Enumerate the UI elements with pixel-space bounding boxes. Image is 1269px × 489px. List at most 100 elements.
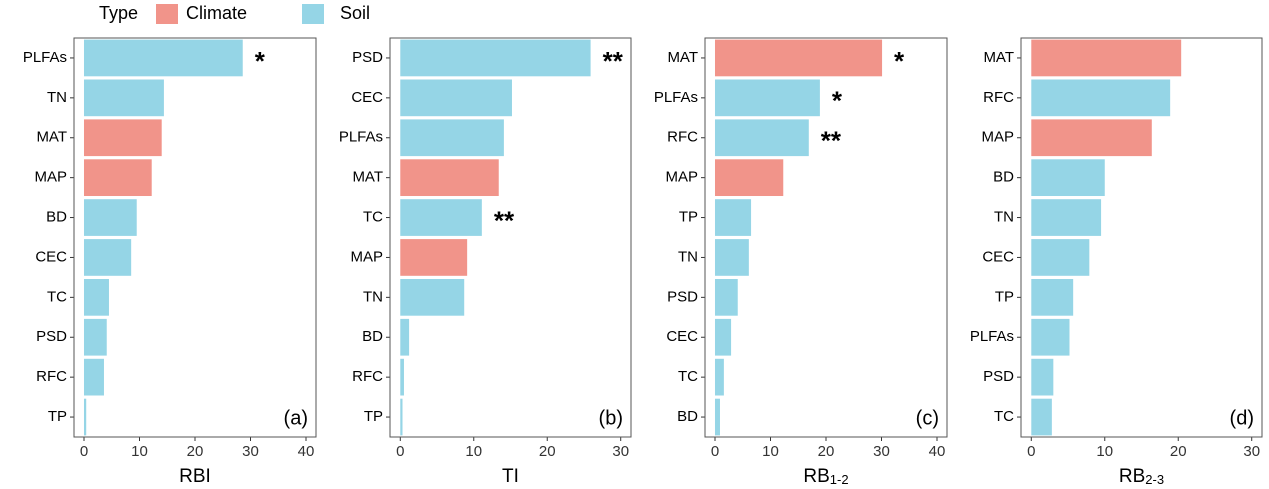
y-tick-label: TN xyxy=(363,288,383,305)
x-axis-label-sub: 2-3 xyxy=(1145,472,1164,487)
x-axis-label-main: RB xyxy=(803,466,829,487)
y-tick-label: CEC xyxy=(982,248,1014,265)
x-axis-label: TI xyxy=(502,466,519,487)
bar xyxy=(83,199,137,236)
y-tick-label: MAP xyxy=(981,129,1014,146)
bar xyxy=(714,278,738,316)
bar xyxy=(714,159,784,197)
y-tick-label: BD xyxy=(993,169,1014,186)
bar xyxy=(714,79,820,117)
x-axis-label: RB1-2 xyxy=(803,466,848,487)
y-tick-label: MAT xyxy=(352,169,383,186)
bar xyxy=(83,278,109,316)
y-tick-label: RFC xyxy=(36,368,67,385)
panel-label: (c) xyxy=(916,407,939,429)
y-tick-label: PLFAs xyxy=(654,89,698,106)
y-tick-label: PSD xyxy=(983,368,1014,385)
bar xyxy=(714,239,749,276)
x-axis-label-sub: 1-2 xyxy=(830,472,849,487)
x-tick-label: 30 xyxy=(612,443,629,460)
bar xyxy=(1031,199,1102,236)
y-tick-label: TC xyxy=(47,288,67,305)
x-tick-label: 40 xyxy=(298,443,315,460)
bar xyxy=(400,159,499,197)
bar xyxy=(400,278,465,316)
bar xyxy=(400,358,404,396)
x-tick-label: 0 xyxy=(396,443,404,460)
bar xyxy=(1031,119,1152,157)
x-axis-label-main: TI xyxy=(502,466,519,487)
y-tick-label: PSD xyxy=(36,328,67,345)
x-tick-label: 30 xyxy=(242,443,259,460)
x-tick-label: 20 xyxy=(818,443,835,460)
panel-border xyxy=(73,37,317,438)
x-axis-label-main: RBI xyxy=(179,466,211,487)
bar xyxy=(83,318,107,356)
bar xyxy=(400,199,482,236)
x-tick-label: 0 xyxy=(80,443,88,460)
panel-border xyxy=(1020,37,1263,438)
bar xyxy=(83,79,164,117)
y-tick-label: PLFAs xyxy=(23,49,67,66)
bar xyxy=(714,398,720,436)
x-tick-label: 20 xyxy=(539,443,556,460)
panel-label: (d) xyxy=(1230,407,1254,429)
y-tick-label: MAP xyxy=(350,248,383,265)
y-tick-label: PLFAs xyxy=(970,328,1014,345)
bar xyxy=(400,79,512,117)
significance: ** xyxy=(821,126,842,156)
y-tick-label: TC xyxy=(994,408,1014,425)
significance: ** xyxy=(603,46,624,76)
legend-swatch xyxy=(302,4,324,24)
bar xyxy=(1031,278,1074,316)
legend-label: Climate xyxy=(186,3,247,23)
x-axis-label: RB2-3 xyxy=(1119,466,1164,487)
bar xyxy=(1031,239,1090,276)
bar xyxy=(83,239,132,276)
y-tick-label: MAP xyxy=(34,169,67,186)
x-tick-label: 10 xyxy=(1096,443,1113,460)
significance: * xyxy=(832,86,843,116)
bar xyxy=(83,358,104,396)
bar xyxy=(400,39,591,77)
bar xyxy=(83,159,152,197)
x-tick-label: 0 xyxy=(1027,443,1035,460)
bar xyxy=(1031,159,1105,197)
y-tick-label: RFC xyxy=(667,129,698,146)
bar xyxy=(400,239,468,276)
y-tick-label: CEC xyxy=(35,248,67,265)
y-tick-label: TC xyxy=(363,209,383,226)
y-tick-label: TC xyxy=(678,368,698,385)
y-tick-label: BD xyxy=(362,328,383,345)
y-tick-label: CEC xyxy=(351,89,383,106)
y-tick-label: TP xyxy=(48,408,67,425)
significance: * xyxy=(255,46,266,76)
bar xyxy=(400,398,403,436)
y-tick-label: RFC xyxy=(352,368,383,385)
legend-title: Type xyxy=(99,3,138,23)
bar xyxy=(83,39,243,77)
panel-border xyxy=(704,37,948,438)
y-tick-label: TP xyxy=(364,408,383,425)
significance: * xyxy=(894,46,905,76)
panel-label: (b) xyxy=(599,407,623,429)
x-axis-label-main: RB xyxy=(1119,466,1145,487)
y-tick-label: TN xyxy=(678,248,698,265)
x-tick-label: 10 xyxy=(762,443,779,460)
y-tick-label: PSD xyxy=(667,288,698,305)
x-axis-label: RBI xyxy=(179,466,211,487)
x-tick-label: 30 xyxy=(873,443,890,460)
x-tick-label: 30 xyxy=(1243,443,1260,460)
bar xyxy=(400,119,504,157)
x-tick-label: 10 xyxy=(131,443,148,460)
y-tick-label: BD xyxy=(677,408,698,425)
x-tick-label: 10 xyxy=(465,443,482,460)
x-tick-label: 0 xyxy=(711,443,719,460)
bar xyxy=(1031,358,1054,396)
bar xyxy=(714,119,809,157)
x-tick-label: 20 xyxy=(1170,443,1187,460)
y-tick-label: MAP xyxy=(665,169,698,186)
y-tick-label: TN xyxy=(47,89,67,106)
x-tick-label: 40 xyxy=(929,443,946,460)
